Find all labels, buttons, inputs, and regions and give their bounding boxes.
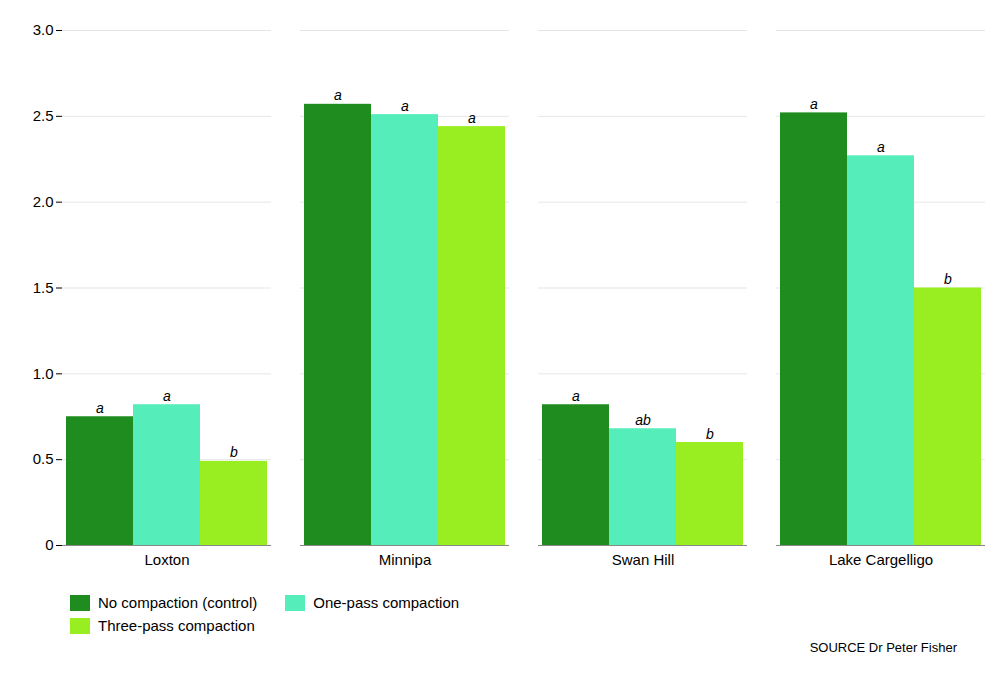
svg-text:a: a: [96, 400, 104, 416]
svg-text:Swan Hill: Swan Hill: [612, 551, 675, 568]
svg-text:b: b: [706, 426, 714, 442]
svg-text:Loxton: Loxton: [144, 551, 189, 568]
svg-text:b: b: [944, 271, 952, 287]
svg-text:0: 0: [45, 536, 53, 553]
svg-text:b: b: [230, 444, 238, 460]
svg-text:0.5: 0.5: [33, 450, 54, 467]
html-text:SOURCE Dr Peter Fisher: SOURCE Dr Peter Fisher: [809, 640, 957, 655]
html-text:Three-pass compaction: Three-pass compaction: [98, 617, 255, 634]
svg-text:a: a: [572, 388, 580, 404]
svg-text:a: a: [468, 110, 476, 126]
svg-text:ab: ab: [635, 412, 651, 428]
svg-text:1.0: 1.0: [33, 365, 54, 382]
html-text:One-pass compaction: One-pass compaction: [313, 594, 460, 611]
svg-text:a: a: [810, 96, 818, 112]
svg-text:2.5: 2.5: [33, 107, 54, 124]
html-text:No compaction (control): No compaction (control): [98, 594, 258, 611]
svg-text:3.0: 3.0: [33, 21, 54, 38]
svg-text:a: a: [877, 139, 885, 155]
svg-text:a: a: [401, 98, 409, 114]
svg-text:2.0: 2.0: [33, 193, 54, 210]
svg-text:a: a: [334, 87, 342, 103]
svg-text:Minnipa: Minnipa: [379, 551, 432, 568]
svg-text:Lake Cargelligo: Lake Cargelligo: [829, 551, 933, 568]
svg-text:1.5: 1.5: [33, 279, 54, 296]
svg-text:a: a: [163, 388, 171, 404]
